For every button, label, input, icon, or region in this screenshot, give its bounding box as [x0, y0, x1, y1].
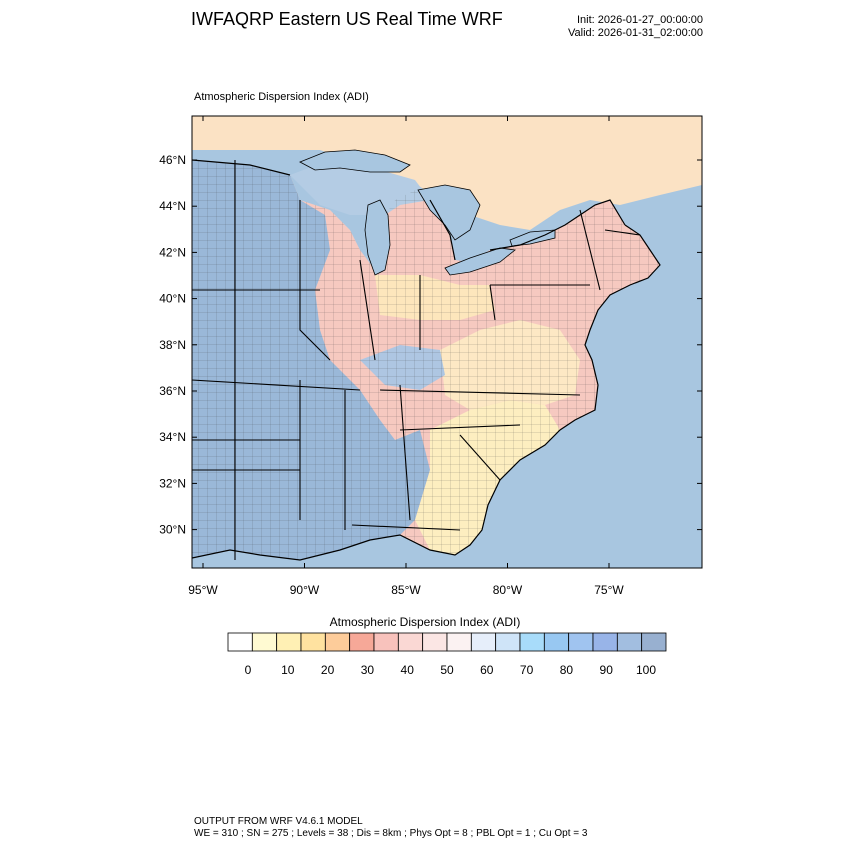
lon-label: 85°W [391, 583, 421, 597]
colorbar-swatch [470, 632, 497, 652]
colorbar-tick-label: 10 [281, 663, 295, 677]
colorbar: 0 10 20 30 40 50 60 70 80 90 100 [227, 632, 667, 677]
lat-label: 32°N [159, 476, 186, 490]
lon-label: 75°W [594, 583, 624, 597]
lat-label: 42°N [159, 245, 186, 259]
colorbar-swatch [397, 632, 424, 652]
page-title: IWFAQRP Eastern US Real Time WRF [191, 9, 503, 29]
lon-label: 80°W [493, 583, 523, 597]
colorbar-tick-label: 30 [361, 663, 375, 677]
init-time: Init: 2026-01-27_00:00:00 [577, 14, 703, 26]
colorbar-swatch [349, 632, 375, 652]
lake-michigan [364, 199, 391, 276]
colorbar-tick-label: 70 [520, 663, 534, 677]
footer-line-2: WE = 310 ; SN = 275 ; Levels = 38 ; Dis … [194, 828, 588, 839]
colorbar-swatch [543, 632, 570, 652]
colorbar-swatch [592, 632, 618, 652]
map-plot-area [192, 116, 702, 568]
latitude-axis: 46°N 44°N 42°N 40°N 38°N 36°N 34°N 32°N 30°N [159, 153, 702, 537]
model-info-footer: OUTPUT FROM WRF V4.6.1 MODEL WE = 310 ; … [194, 816, 587, 840]
lon-label: 90°W [290, 583, 320, 597]
colorbar-swatch [227, 632, 253, 652]
colorbar-swatch [251, 632, 278, 652]
lake-huron [417, 184, 481, 241]
colorbar-swatch [373, 632, 399, 652]
lat-label: 38°N [159, 338, 186, 352]
lake-erie [444, 247, 516, 276]
lat-label: 46°N [159, 153, 186, 167]
lon-label: 95°W [188, 583, 218, 597]
colorbar-tick-label: 20 [321, 663, 335, 677]
lat-label: 36°N [159, 384, 186, 398]
lat-label: 34°N [159, 430, 186, 444]
colorbar-tick-label: 0 [245, 663, 252, 677]
international-border [192, 159, 626, 261]
colorbar-swatch [276, 632, 302, 652]
lat-label: 40°N [159, 292, 186, 306]
map-frame [191, 115, 703, 569]
colorbar-title: Atmospheric Dispersion Index (ADI) [329, 615, 521, 629]
colorbar-tick-label: 40 [401, 663, 415, 677]
colorbar-swatch [324, 632, 351, 652]
longitude-axis: 95°W 90°W 85°W 80°W 75°W [188, 116, 624, 597]
colorbar-swatch [519, 632, 545, 652]
footer-line-1: OUTPUT FROM WRF V4.6.1 MODEL [194, 816, 363, 827]
colorbar-swatch [300, 632, 326, 652]
lake-superior [299, 149, 411, 173]
county-grid-overlay [192, 160, 660, 560]
colorbar-tick-label: 60 [480, 663, 494, 677]
colorbar-swatch [641, 632, 667, 652]
coastline [192, 224, 661, 561]
colorbar-swatch [616, 632, 643, 652]
colorbar-tick-label: 100 [636, 663, 656, 677]
colorbar-tick-label: 90 [600, 663, 614, 677]
init-valid-block: Init: 2026-01-27_00:00:00 Valid: 2026-01… [568, 14, 703, 40]
colorbar-tick-label: 50 [440, 663, 454, 677]
colorbar-swatch [422, 632, 448, 652]
lat-label: 44°N [159, 199, 186, 213]
colorbar-swatch [446, 632, 472, 652]
colorbar-swatch [495, 632, 521, 652]
map-subtitle: Atmospheric Dispersion Index (ADI) [194, 91, 369, 103]
colorbar-swatch [568, 632, 594, 652]
lat-label: 30°N [159, 523, 186, 537]
canada-land [192, 116, 702, 230]
state-borders [192, 160, 641, 560]
colorbar-tick-label: 80 [560, 663, 574, 677]
valid-time: Valid: 2026-01-31_02:00:00 [568, 27, 703, 39]
